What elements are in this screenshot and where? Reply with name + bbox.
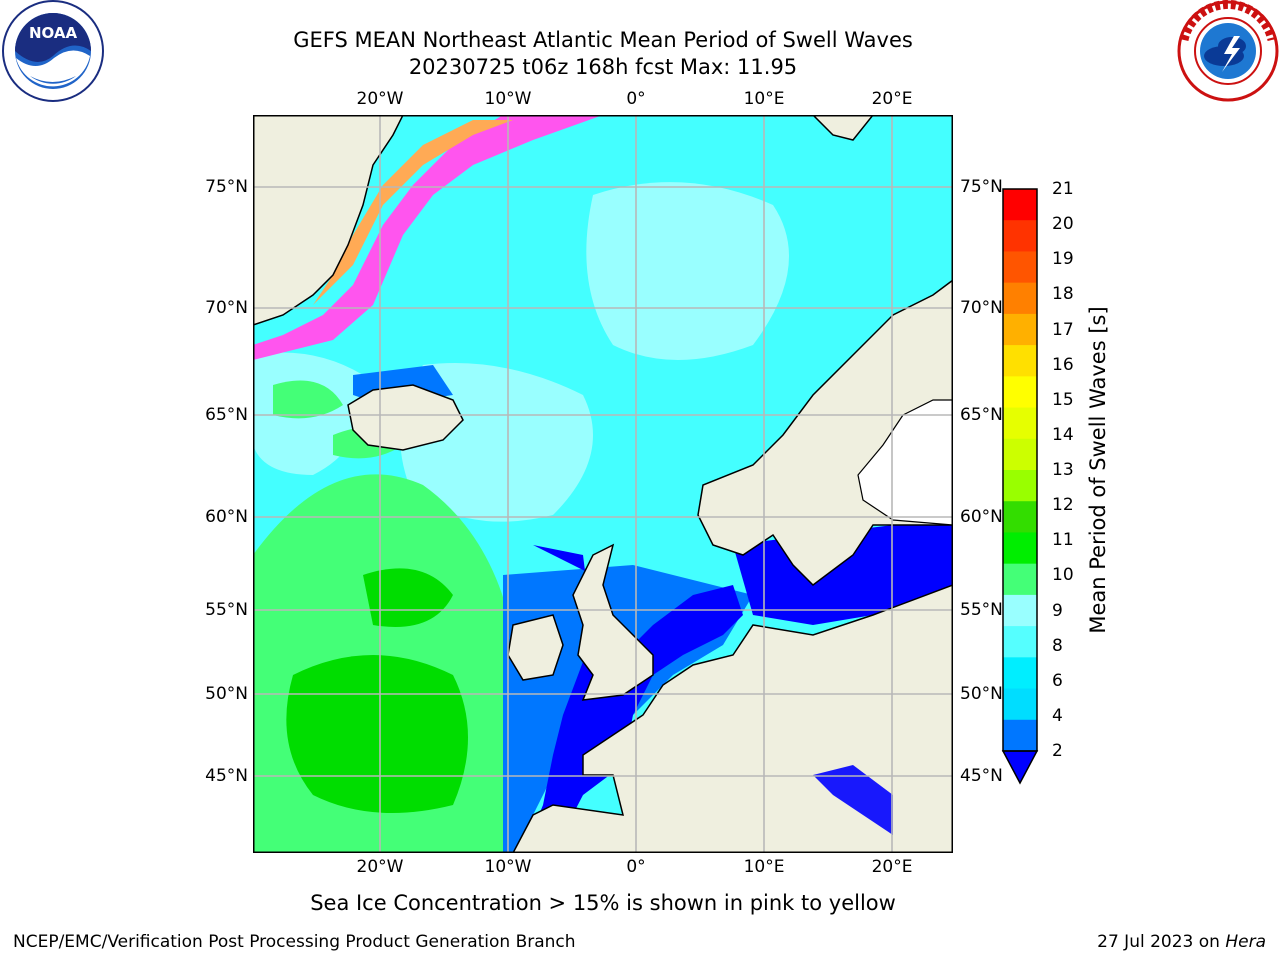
lon-label-top: 10°W	[484, 89, 532, 109]
land-greenland	[253, 115, 404, 326]
gulf-of-bothnia	[857, 399, 953, 526]
colorbar-band	[1003, 719, 1037, 752]
lon-label-top: 0°	[626, 89, 646, 109]
colorbar-tick-label: 10	[1052, 565, 1074, 586]
colorbar-band	[1003, 501, 1037, 533]
colorbar-band	[1003, 220, 1037, 252]
colorbar-extend-arrow	[1001, 750, 1039, 785]
colorbar-band	[1003, 688, 1037, 721]
land-iceland	[347, 384, 464, 451]
lon-label-bottom: 10°W	[484, 857, 532, 877]
lat-label-left: 45°N	[205, 766, 248, 786]
colorbar-tick-label: 15	[1052, 389, 1074, 410]
colorbar-tick-label: 12	[1052, 495, 1074, 516]
colorbar-band	[1003, 189, 1037, 221]
lat-label-left: 75°N	[205, 177, 248, 197]
colorbar-tick-label: 17	[1052, 319, 1074, 340]
chart-title: GEFS MEAN Northeast Atlantic Mean Period…	[293, 28, 913, 52]
lat-label-right: 75°N	[960, 177, 1003, 197]
lat-label-right: 65°N	[960, 405, 1003, 425]
colorbar-tick-label: 20	[1052, 214, 1074, 235]
colorbar	[1001, 188, 1039, 785]
field-green	[273, 380, 343, 419]
colorbar-band	[1003, 657, 1037, 690]
colorbar-band	[1003, 470, 1037, 502]
colorbar-tick-label: 4	[1052, 705, 1063, 726]
colorbar-tick-label: 16	[1052, 354, 1074, 375]
lon-label-top: 10°E	[743, 89, 785, 109]
land-svalbard	[811, 115, 874, 141]
footnote: Sea Ice Concentration > 15% is shown in …	[310, 891, 896, 915]
colorbar-band	[1003, 438, 1037, 471]
nws-logo-icon	[1177, 0, 1279, 102]
colorbar-tick-label: 18	[1052, 284, 1074, 305]
lat-label-left: 55°N	[205, 600, 248, 620]
colorbar-tick-label: 9	[1052, 600, 1063, 621]
colorbar-tick-label: 14	[1052, 424, 1074, 445]
lon-label-top: 20°W	[356, 89, 404, 109]
lon-label-bottom: 20°E	[871, 857, 913, 877]
lat-label-right: 70°N	[960, 298, 1003, 318]
colorbar-label: Mean Period of Swell Waves [s]	[1086, 306, 1110, 634]
colorbar-tick-label: 11	[1052, 530, 1074, 551]
lon-label-bottom: 20°W	[356, 857, 404, 877]
colorbar-border	[1002, 188, 1038, 752]
lat-label-right: 50°N	[960, 684, 1003, 704]
field-deep-blue	[813, 765, 893, 835]
sea-ice-pink	[253, 115, 603, 360]
date-text: 27 Jul 2023 on	[1097, 932, 1226, 952]
lon-label-bottom: 0°	[626, 857, 646, 877]
colorbar-band	[1003, 376, 1037, 409]
lon-label-bottom: 10°E	[743, 857, 785, 877]
colorbar-tick-label: 2	[1052, 741, 1063, 761]
machine-name: Hera	[1225, 932, 1266, 952]
chart-subtitle: 20230725 t06z 168h fcst Max: 11.95	[408, 55, 798, 79]
graticule	[253, 115, 953, 853]
colorbar-tick-label: 6	[1052, 670, 1063, 691]
lat-label-left: 70°N	[205, 298, 248, 318]
map-border	[253, 115, 953, 853]
lon-label-top: 20°E	[871, 89, 913, 109]
lat-label-left: 65°N	[205, 405, 248, 425]
noaa-logo-text: NOAA	[29, 24, 78, 42]
colorbar-band	[1003, 345, 1037, 377]
land-great-britain	[572, 543, 654, 701]
field-bright-green	[286, 655, 468, 813]
lat-label-right: 55°N	[960, 600, 1003, 620]
noaa-logo-icon: NOAA	[2, 0, 104, 102]
colorbar-tick-label: 21	[1052, 179, 1074, 199]
colorbar-band	[1003, 251, 1037, 284]
field-light-cyan	[586, 182, 789, 360]
colorbar-band	[1003, 532, 1037, 565]
colorbar-band	[1003, 282, 1037, 315]
colorbar-tick-label: 13	[1052, 460, 1074, 480]
date-stamp: 27 Jul 2023 on Hera	[1097, 932, 1266, 952]
colorbar-band	[1003, 407, 1037, 440]
colorbar-band	[1003, 563, 1037, 596]
colorbar-tick-label: 19	[1052, 249, 1074, 270]
colorbar-tick-label: 8	[1052, 635, 1063, 656]
colorbar-band	[1003, 626, 1037, 658]
colorbar-band	[1003, 313, 1037, 346]
swell-period-map	[253, 115, 953, 853]
sea-ice-orange	[313, 120, 513, 305]
colorbar-band	[1003, 594, 1037, 627]
credit-line: NCEP/EMC/Verification Post Processing Pr…	[13, 932, 576, 952]
lat-label-left: 60°N	[205, 507, 248, 527]
lat-label-right: 45°N	[960, 766, 1003, 786]
field-bright-green	[363, 568, 453, 627]
lat-label-right: 60°N	[960, 507, 1003, 527]
lat-label-left: 50°N	[205, 684, 248, 704]
